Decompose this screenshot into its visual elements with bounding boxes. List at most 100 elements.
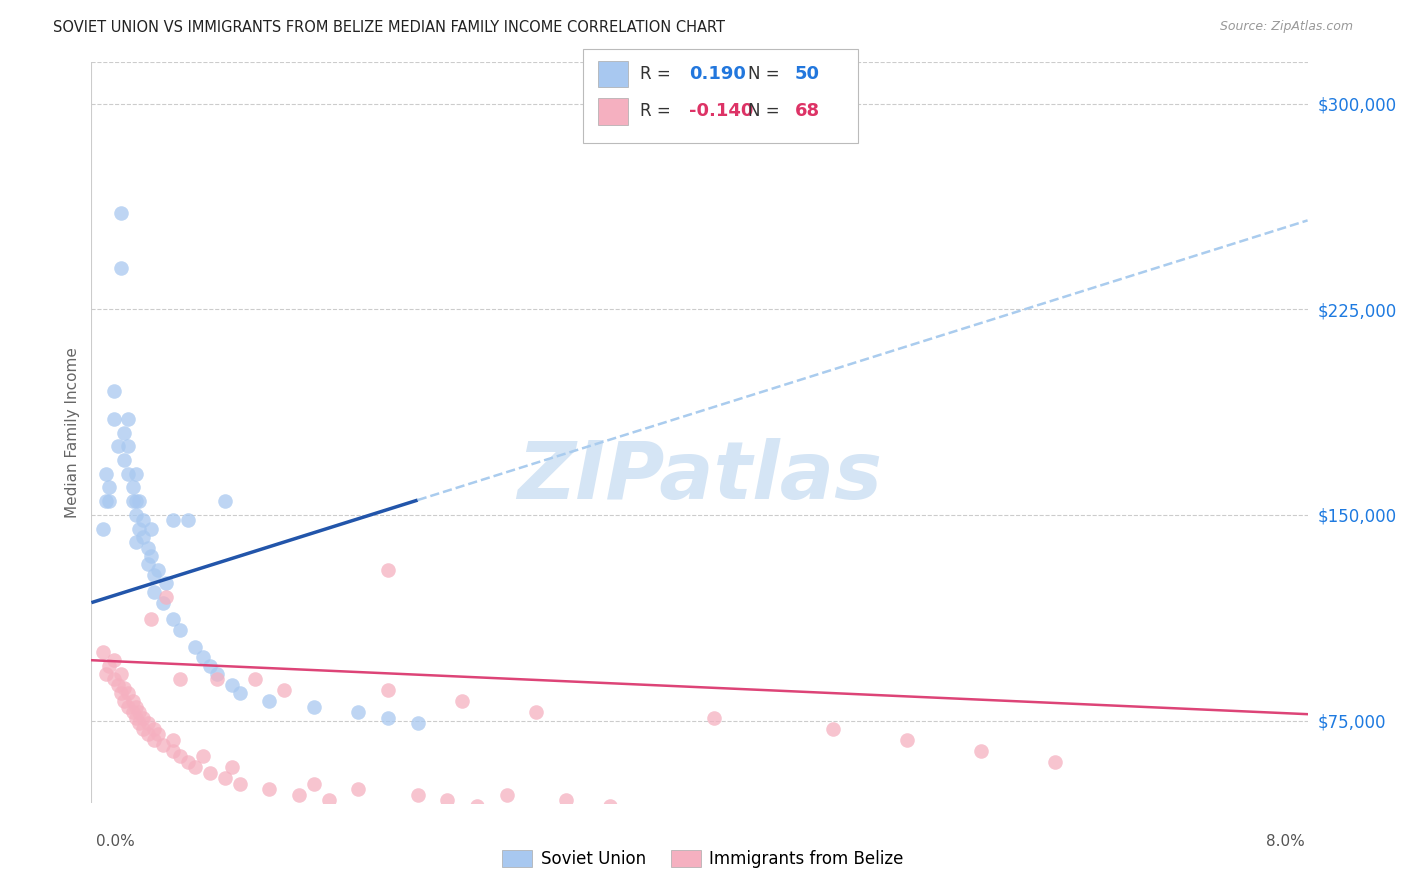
- Point: [896, 732, 918, 747]
- Point: [155, 590, 177, 604]
- Point: [221, 760, 243, 774]
- Point: [128, 706, 150, 720]
- Point: [599, 798, 621, 813]
- Point: [146, 563, 169, 577]
- Point: [98, 480, 121, 494]
- Point: [96, 467, 118, 481]
- Point: [524, 706, 547, 720]
- Point: [91, 522, 114, 536]
- Point: [169, 673, 191, 687]
- Point: [555, 793, 578, 807]
- Point: [198, 658, 221, 673]
- Point: [128, 522, 150, 536]
- Point: [377, 711, 399, 725]
- Point: [228, 776, 250, 790]
- Text: 50: 50: [794, 65, 820, 83]
- Point: [110, 206, 132, 220]
- Text: -0.140: -0.140: [689, 103, 754, 120]
- Point: [136, 558, 159, 572]
- Point: [110, 667, 132, 681]
- Point: [377, 563, 399, 577]
- Point: [228, 686, 250, 700]
- Point: [169, 623, 191, 637]
- Point: [136, 541, 159, 555]
- Point: [142, 732, 165, 747]
- Point: [191, 749, 214, 764]
- Text: N =: N =: [748, 65, 785, 83]
- Point: [259, 782, 281, 797]
- Point: [139, 522, 162, 536]
- Point: [125, 494, 148, 508]
- Text: N =: N =: [748, 103, 785, 120]
- Y-axis label: Median Family Income: Median Family Income: [65, 347, 80, 518]
- Point: [122, 694, 145, 708]
- Point: [112, 694, 135, 708]
- Point: [288, 788, 311, 802]
- Point: [98, 494, 121, 508]
- Point: [132, 513, 155, 527]
- Point: [524, 804, 547, 818]
- Point: [96, 494, 118, 508]
- Point: [748, 821, 770, 835]
- Point: [128, 716, 150, 731]
- Point: [146, 727, 169, 741]
- Point: [970, 744, 993, 758]
- Text: 0.0%: 0.0%: [96, 834, 135, 849]
- Point: [117, 467, 139, 481]
- Point: [273, 683, 295, 698]
- Text: R =: R =: [640, 103, 676, 120]
- Point: [259, 694, 281, 708]
- Point: [703, 711, 725, 725]
- Point: [103, 412, 125, 426]
- Point: [198, 765, 221, 780]
- Point: [117, 412, 139, 426]
- Point: [347, 782, 370, 797]
- Point: [117, 699, 139, 714]
- Point: [221, 678, 243, 692]
- Point: [107, 439, 129, 453]
- Point: [318, 793, 340, 807]
- Point: [191, 650, 214, 665]
- Point: [207, 667, 229, 681]
- Point: [152, 596, 174, 610]
- Point: [436, 793, 458, 807]
- Point: [451, 694, 474, 708]
- Point: [107, 678, 129, 692]
- Point: [1045, 755, 1067, 769]
- Point: [821, 722, 844, 736]
- Point: [132, 722, 155, 736]
- Point: [112, 681, 135, 695]
- Point: [139, 549, 162, 563]
- Point: [103, 653, 125, 667]
- Point: [169, 749, 191, 764]
- Point: [152, 738, 174, 752]
- Point: [177, 755, 200, 769]
- Point: [142, 722, 165, 736]
- Point: [122, 494, 145, 508]
- Point: [110, 261, 132, 276]
- Point: [112, 453, 135, 467]
- Text: 0.190: 0.190: [689, 65, 745, 83]
- Point: [184, 760, 207, 774]
- Point: [703, 815, 725, 830]
- Text: Source: ZipAtlas.com: Source: ZipAtlas.com: [1219, 20, 1353, 33]
- Point: [125, 467, 148, 481]
- Point: [465, 798, 488, 813]
- Point: [117, 439, 139, 453]
- Point: [792, 826, 814, 840]
- Point: [136, 727, 159, 741]
- Point: [495, 788, 517, 802]
- Point: [302, 776, 325, 790]
- Point: [110, 686, 132, 700]
- Point: [302, 699, 325, 714]
- Point: [98, 658, 121, 673]
- Point: [125, 535, 148, 549]
- Point: [91, 645, 114, 659]
- Point: [162, 732, 184, 747]
- Point: [347, 706, 370, 720]
- Point: [377, 683, 399, 698]
- Point: [207, 673, 229, 687]
- Point: [132, 530, 155, 544]
- Point: [214, 494, 236, 508]
- Legend: Soviet Union, Immigrants from Belize: Soviet Union, Immigrants from Belize: [496, 843, 910, 875]
